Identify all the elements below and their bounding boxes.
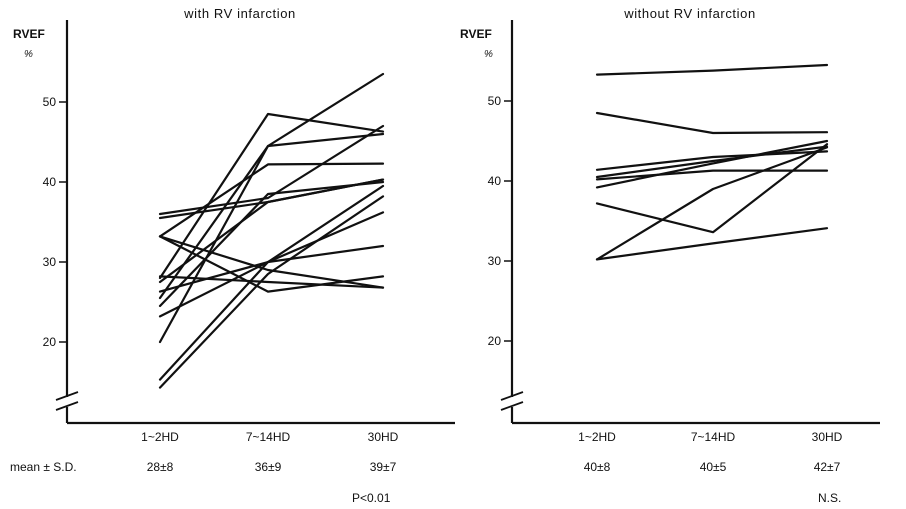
series-line-15 [158, 195, 385, 389]
x-tick-label: 1~2HD [578, 430, 616, 444]
series-line-9 [595, 227, 829, 261]
series-line-1 [158, 124, 385, 216]
y-tick-label: 20 [488, 334, 502, 348]
y-axis-unit: % [24, 49, 33, 60]
mean-sd-value: 39±7 [370, 460, 397, 474]
y-axis-label: RVEF [13, 27, 45, 41]
y-axis-unit: % [484, 49, 493, 60]
x-tick-label: 30HD [812, 430, 843, 444]
mean-sd-value: 40±5 [700, 460, 727, 474]
plot-area: 20 30 40 50 1~2HD 7~14HD 30HD 28±8 36±9 39±7 [43, 20, 455, 474]
y-tick-label: 50 [488, 94, 502, 108]
axis-break-mark [55, 401, 79, 411]
panel-title: with RV infarction [183, 6, 296, 21]
significance-label: P<0.01 [352, 491, 391, 505]
series-line-6 [158, 112, 385, 280]
series-line-6 [595, 139, 829, 189]
series-line-14 [158, 184, 385, 381]
x-tick-label: 30HD [368, 430, 399, 444]
series-line-3 [595, 150, 829, 171]
mean-sd-value: 42±7 [814, 460, 841, 474]
y-tick-label: 40 [488, 174, 502, 188]
series-line-7 [595, 143, 829, 234]
y-tick-label: 40 [43, 175, 57, 189]
y-tick-label: 50 [43, 95, 57, 109]
plot-area: 20 30 40 50 1~2HD 7~14HD 30HD 40±8 40±5 42±7 [488, 20, 880, 474]
series-line-13 [158, 132, 385, 344]
mean-sd-value: 40±8 [584, 460, 611, 474]
series-line-2 [595, 111, 829, 135]
y-tick-label: 20 [43, 335, 57, 349]
panel-with-rv-infarction: with RV infarction RVEF % 20 30 40 50 1~2HD 7… [13, 6, 455, 505]
axis-break-mark [55, 391, 79, 401]
mean-sd-value: 36±9 [255, 460, 282, 474]
series-line-4 [595, 145, 829, 179]
series-line-5 [595, 169, 829, 181]
significance-label: N.S. [818, 491, 841, 505]
x-tick-label: 7~14HD [691, 430, 736, 444]
panel-title: without RV infarction [623, 6, 756, 21]
y-tick-label: 30 [488, 254, 502, 268]
x-tick-label: 1~2HD [141, 430, 179, 444]
panel-without-rv-infarction: without RV infarction RVEF % 20 30 40 50 1~2… [460, 6, 880, 505]
x-tick-label: 7~14HD [246, 430, 291, 444]
axis-break-mark [500, 391, 524, 401]
y-axis-label: RVEF [460, 27, 492, 41]
series-line-8 [595, 146, 829, 261]
axis-break-mark [500, 401, 524, 411]
y-tick-label: 30 [43, 255, 57, 269]
mean-sd-value: 28±8 [147, 460, 174, 474]
series-line-3 [158, 162, 385, 238]
stats-row-label: mean ± S.D. [10, 460, 77, 474]
series-line-11 [158, 180, 385, 308]
series-line-1 [595, 63, 829, 76]
